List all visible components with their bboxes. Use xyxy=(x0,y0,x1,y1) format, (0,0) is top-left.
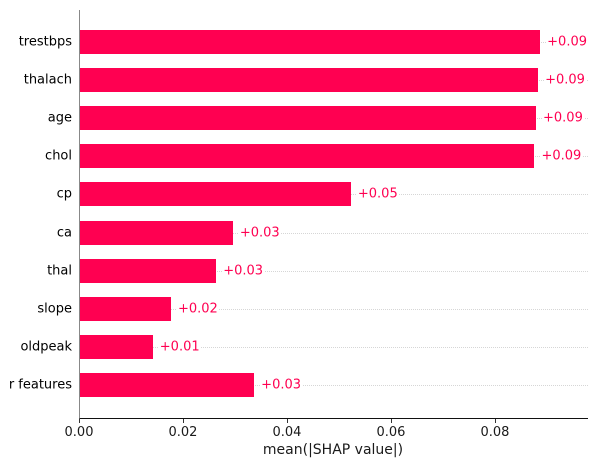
bar-value-label: +0.09 xyxy=(544,72,586,88)
bar-value-label: +0.03 xyxy=(238,225,281,241)
bar-thal xyxy=(80,258,217,283)
y-tick-label-r-features: r features xyxy=(8,377,72,393)
bar-value-label: +0.02 xyxy=(176,301,219,317)
x-tick-label: 0.08 xyxy=(480,425,510,440)
x-tick-label: 0.06 xyxy=(376,425,406,440)
gridline xyxy=(80,232,588,234)
y-tick-label-thal: thal xyxy=(47,263,72,279)
bar-cp xyxy=(80,182,351,207)
bar-thalach xyxy=(80,68,539,93)
x-tick-label: 0.00 xyxy=(64,425,94,440)
y-tick-label-thalach: thalach xyxy=(23,72,72,88)
y-tick-label-age: age xyxy=(47,110,72,126)
gridline xyxy=(80,346,588,348)
x-tick-mark xyxy=(390,419,392,423)
gridline xyxy=(80,270,588,272)
bar-ca xyxy=(80,220,233,245)
bar-trestbps xyxy=(80,30,541,54)
bar-value-label: +0.09 xyxy=(542,110,584,126)
bar-value-label: +0.09 xyxy=(546,34,588,50)
gridline xyxy=(80,308,588,310)
x-tick-label: 0.04 xyxy=(272,425,302,440)
bar-r-features xyxy=(80,372,255,397)
x-tick-mark xyxy=(182,419,184,423)
bar-value-label: +0.05 xyxy=(356,186,399,202)
x-tick-mark xyxy=(494,419,496,423)
bar-age xyxy=(80,106,536,131)
x-tick-mark xyxy=(79,419,80,423)
bar-value-label: +0.09 xyxy=(540,148,583,164)
y-tick-label-trestbps: trestbps xyxy=(18,34,72,50)
bar-slope xyxy=(80,296,171,321)
bar-value-label: +0.01 xyxy=(158,339,201,355)
y-tick-label-cp: cp xyxy=(56,186,72,202)
y-tick-label-slope: slope xyxy=(37,301,72,317)
gridline xyxy=(80,384,588,386)
y-tick-label-ca: ca xyxy=(56,225,72,241)
bar-value-label: +0.03 xyxy=(260,377,303,393)
bar-value-label: +0.03 xyxy=(222,263,265,279)
x-tick-mark xyxy=(286,419,288,423)
bar-oldpeak xyxy=(80,334,153,359)
x-tick-label: 0.02 xyxy=(168,425,198,440)
y-tick-label-chol: chol xyxy=(45,148,72,164)
y-tick-label-oldpeak: oldpeak xyxy=(20,339,72,355)
bar-chol xyxy=(80,144,535,169)
x-axis-title: mean(|SHAP value|) xyxy=(262,442,404,458)
plot-area: +0.09 +0.09 +0.09 +0.09 +0.05 +0.03 +0.03 +0.02… xyxy=(79,10,588,419)
